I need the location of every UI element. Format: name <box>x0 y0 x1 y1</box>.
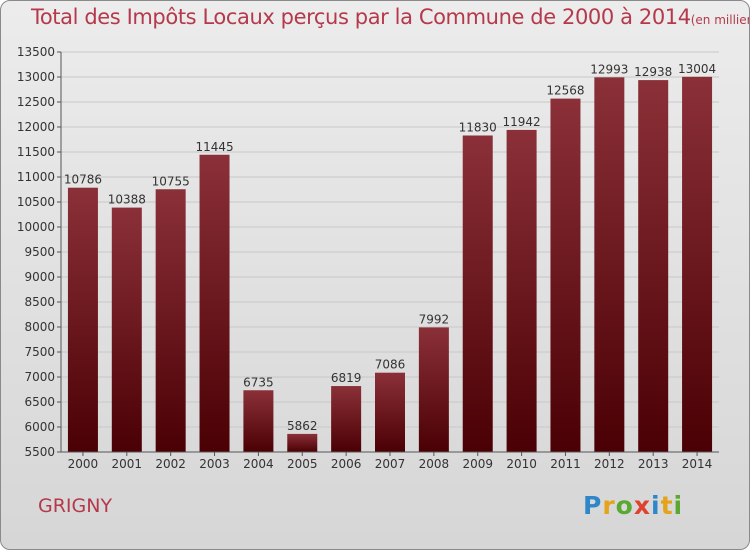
data-label: 12938 <box>634 65 672 79</box>
y-tick-label: 11500 <box>17 145 55 159</box>
data-label: 7992 <box>419 312 450 326</box>
data-label: 12568 <box>546 84 584 98</box>
y-tick-label: 9000 <box>24 270 55 284</box>
y-tick-label: 8000 <box>24 320 55 334</box>
x-tick-label: 2004 <box>243 457 274 471</box>
y-tick-label: 6000 <box>24 420 55 434</box>
bars: 10786 10388 10755 11445 6735 5862 6819 7086 7992… <box>64 62 716 453</box>
x-tick-label: 2009 <box>462 457 493 471</box>
bar <box>199 154 230 452</box>
data-label: 11830 <box>459 121 497 135</box>
x-tick-label: 2003 <box>199 457 230 471</box>
x-axis: 2000 2001 2002 2003 2004 2005 2006 2007 2008 2009… <box>61 451 719 471</box>
bar <box>155 189 186 452</box>
data-label: 12993 <box>590 62 628 76</box>
y-tick-label: 5500 <box>24 445 55 459</box>
bar <box>67 187 98 452</box>
y-tick-label: 12500 <box>17 95 55 109</box>
y-tick-label: 7000 <box>24 370 55 384</box>
y-tick-label: 6500 <box>24 395 55 409</box>
x-tick-label: 2000 <box>68 457 99 471</box>
x-tick-label: 2011 <box>550 457 581 471</box>
bar <box>287 433 318 452</box>
data-label: 10755 <box>152 174 190 188</box>
bar <box>111 207 142 452</box>
y-axis: 5500 6000 6500 7000 7500 8000 8500 9000 9500 1000… <box>17 45 62 459</box>
y-tick-label: 13500 <box>17 45 55 59</box>
x-tick-label: 2006 <box>331 457 362 471</box>
y-tick-label: 10000 <box>17 220 55 234</box>
x-tick-label: 2012 <box>594 457 625 471</box>
bar <box>594 77 625 452</box>
bar <box>418 327 449 452</box>
bar <box>506 129 537 452</box>
unit-label: (en milliers d'€) <box>690 13 749 27</box>
chart-title: Total des Impôts Locaux perçus par la Co… <box>31 5 749 29</box>
data-label: 11445 <box>195 140 233 154</box>
y-tick-label: 7500 <box>24 345 55 359</box>
y-tick-label: 13000 <box>17 70 55 84</box>
x-tick-label: 2013 <box>638 457 669 471</box>
commune-name: GRIGNY <box>38 495 113 517</box>
data-label: 5862 <box>287 419 318 433</box>
bar <box>243 390 274 452</box>
y-tick-label: 12000 <box>17 120 55 134</box>
bar <box>638 80 669 452</box>
bar <box>682 76 713 453</box>
data-label: 6735 <box>243 375 274 389</box>
bar <box>550 98 581 452</box>
data-label: 10786 <box>64 173 102 187</box>
data-label: 13004 <box>678 62 716 76</box>
bar <box>331 386 362 452</box>
x-tick-label: 2014 <box>682 457 713 471</box>
x-tick-label: 2002 <box>155 457 186 471</box>
data-label: 6819 <box>331 371 362 385</box>
data-label: 10388 <box>108 193 146 207</box>
data-label: 7086 <box>375 358 406 372</box>
x-tick-label: 2005 <box>287 457 318 471</box>
x-tick-label: 2001 <box>112 457 143 471</box>
x-tick-label: 2008 <box>419 457 450 471</box>
proxiti-logo: Proxiti <box>583 491 684 520</box>
y-tick-label: 10500 <box>17 195 55 209</box>
y-tick-label: 11000 <box>17 170 55 184</box>
x-tick-label: 2007 <box>375 457 406 471</box>
x-tick-label: 2010 <box>506 457 537 471</box>
bar <box>375 372 405 452</box>
y-tick-label: 8500 <box>24 295 55 309</box>
bar <box>462 135 493 452</box>
chart-title-text: Total des Impôts Locaux perçus par la Co… <box>31 5 691 29</box>
y-tick-label: 9500 <box>24 245 55 259</box>
data-label: 11942 <box>503 115 541 129</box>
